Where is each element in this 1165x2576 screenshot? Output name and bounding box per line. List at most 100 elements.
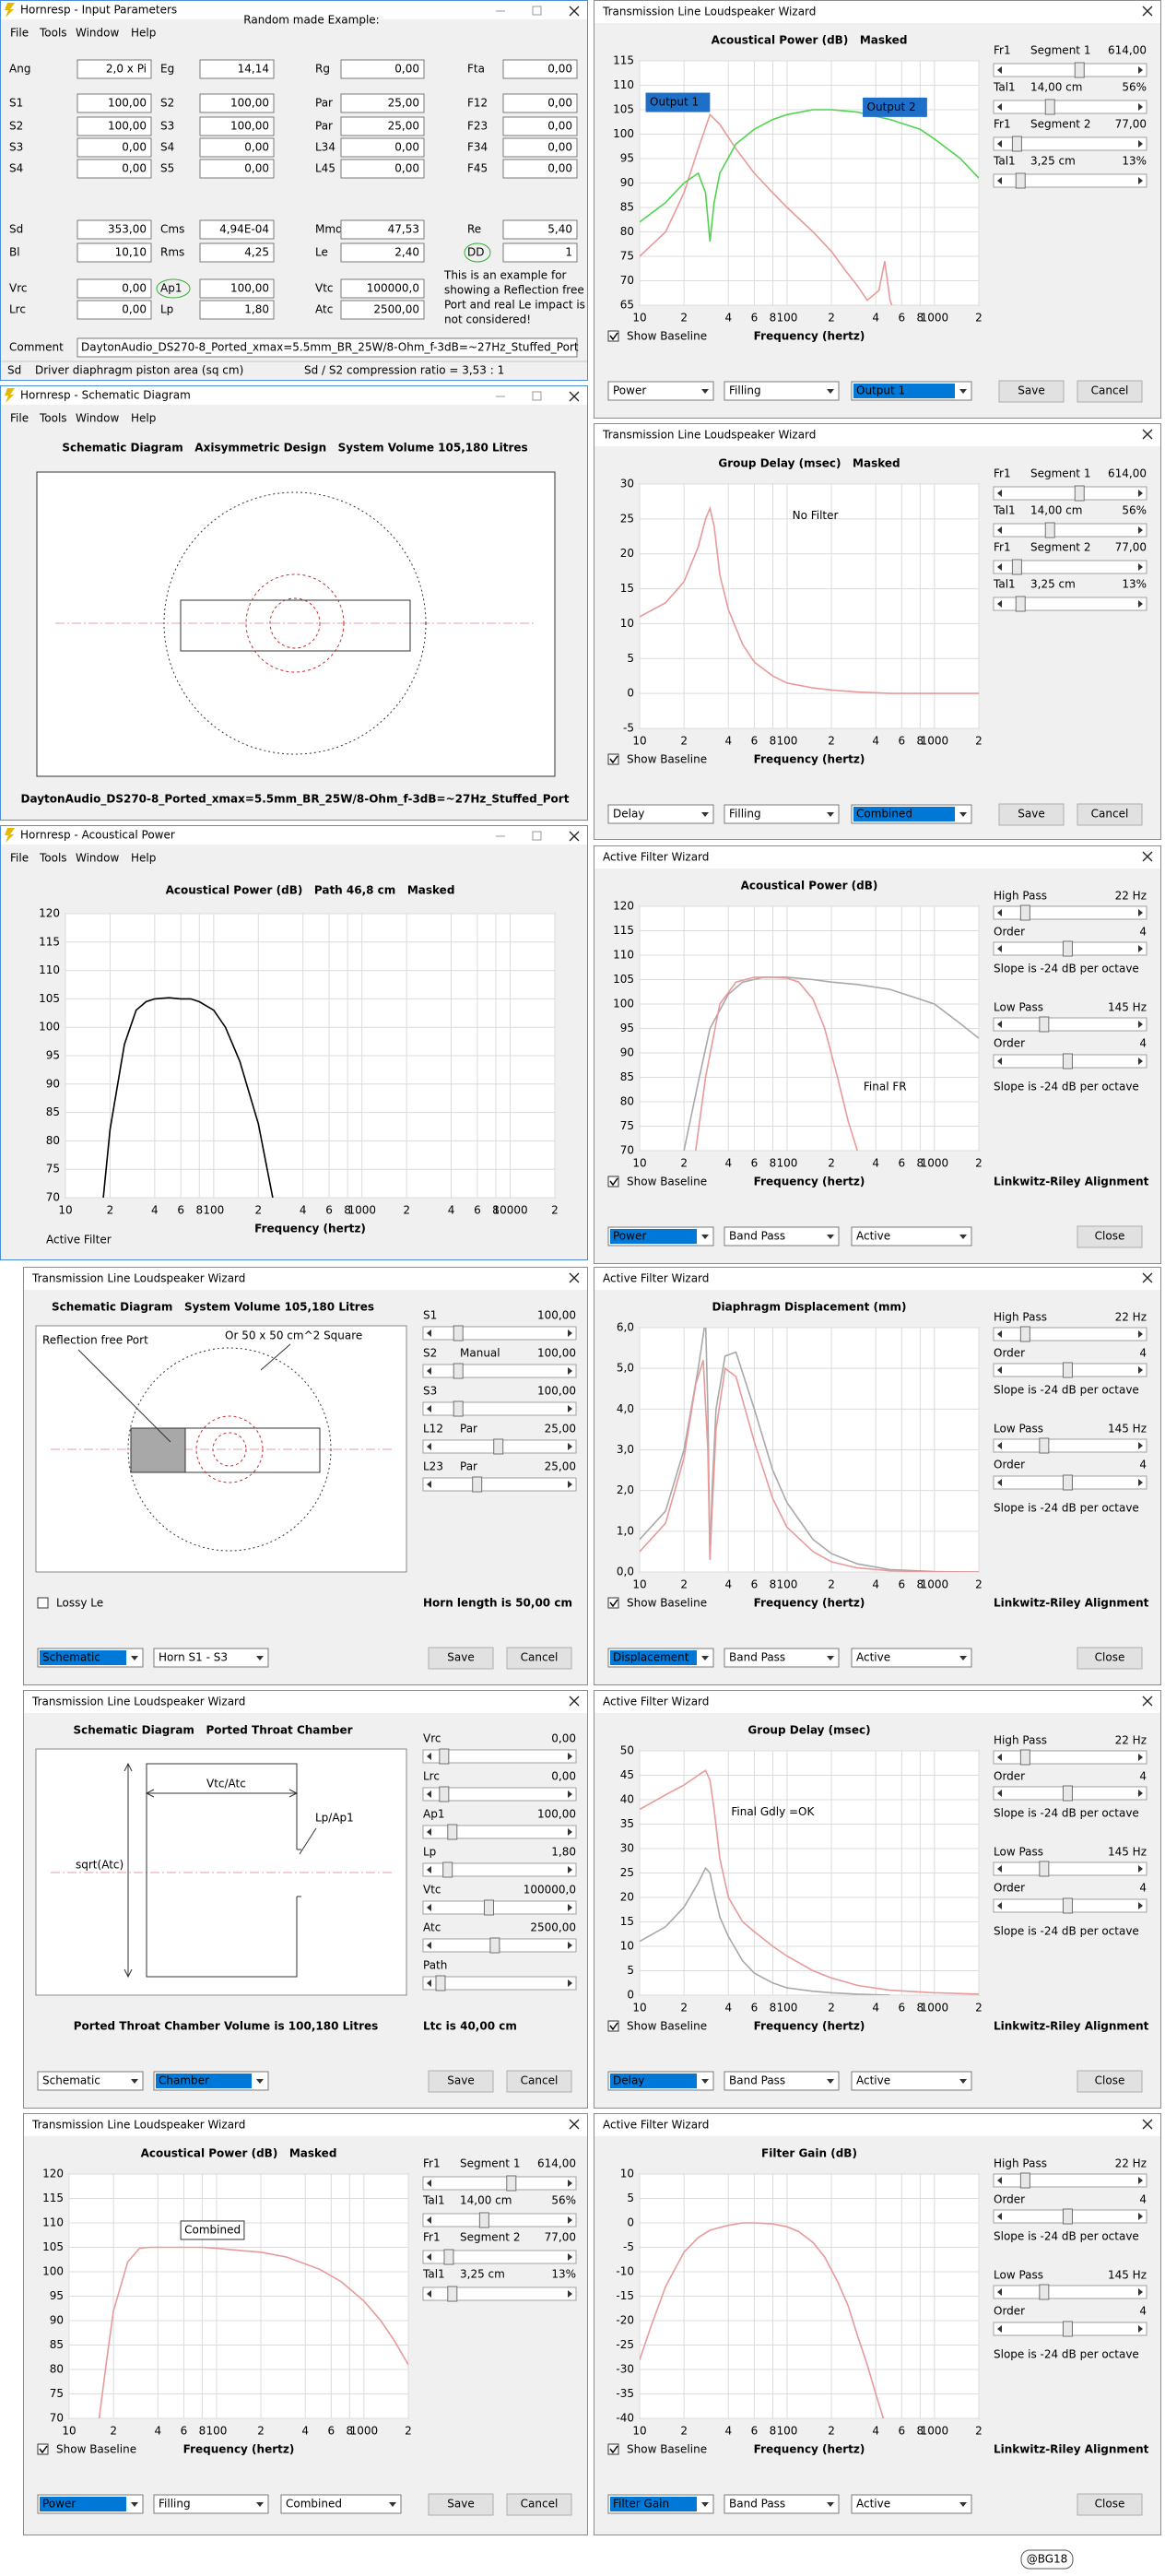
slider-thumb[interactable] (1074, 485, 1085, 502)
field-box[interactable] (199, 300, 275, 320)
dropdown[interactable] (607, 804, 714, 824)
slider-track[interactable] (993, 560, 1147, 574)
slider-track[interactable] (993, 1017, 1147, 1032)
menu-item[interactable]: File (10, 852, 29, 865)
slider-thumb[interactable] (1011, 136, 1022, 152)
button[interactable] (1077, 1647, 1143, 1670)
slider-track[interactable] (993, 136, 1147, 151)
slider-track[interactable] (422, 1401, 577, 1416)
checkbox[interactable] (607, 330, 619, 342)
menu-item[interactable]: Tools (39, 27, 67, 40)
comment-box[interactable] (76, 337, 578, 358)
checkbox[interactable] (607, 753, 619, 765)
field-box[interactable] (340, 116, 425, 136)
field-box[interactable] (502, 59, 578, 79)
slider-thumb[interactable] (1062, 1362, 1073, 1378)
button[interactable] (1077, 2493, 1143, 2516)
field-box[interactable] (199, 116, 275, 136)
slider-thumb[interactable] (1074, 62, 1085, 78)
dropdown[interactable] (724, 2071, 840, 2091)
menu-item[interactable]: Help (131, 412, 156, 425)
field-box[interactable] (502, 93, 578, 113)
slider-thumb[interactable] (453, 1400, 464, 1417)
close-button[interactable] (569, 1696, 580, 1707)
close-button[interactable] (569, 6, 580, 17)
field-box[interactable] (199, 278, 275, 299)
slider-thumb[interactable] (1039, 1016, 1050, 1033)
slider-track[interactable] (993, 2285, 1147, 2299)
button[interactable] (506, 1647, 572, 1670)
slider-track[interactable] (422, 1976, 577, 1991)
slider-thumb[interactable] (447, 2286, 458, 2302)
slider-thumb[interactable] (435, 1975, 446, 1991)
field-box[interactable] (340, 159, 425, 179)
slider-thumb[interactable] (1019, 2172, 1030, 2189)
field-box[interactable] (199, 137, 275, 158)
field-box[interactable] (76, 278, 152, 299)
slider-track[interactable] (993, 63, 1147, 77)
checkbox[interactable] (607, 1176, 619, 1188)
slider-thumb[interactable] (1062, 1053, 1073, 1069)
menu-item[interactable]: Window (76, 852, 120, 865)
checkbox[interactable] (37, 1597, 49, 1609)
field-box[interactable] (502, 116, 578, 136)
field-box[interactable] (76, 159, 152, 179)
close-button[interactable] (1142, 851, 1153, 862)
button[interactable] (1077, 803, 1143, 826)
slider-track[interactable] (993, 905, 1147, 920)
menu-item[interactable]: Tools (39, 852, 67, 865)
field-box[interactable] (76, 116, 152, 136)
slider-thumb[interactable] (1062, 2321, 1073, 2337)
menu-item[interactable]: Tools (39, 412, 67, 425)
maximize-button[interactable] (532, 6, 542, 16)
field-box[interactable] (76, 93, 152, 113)
slider-thumb[interactable] (453, 1325, 464, 1341)
menu-item[interactable]: Window (76, 27, 120, 40)
slider-track[interactable] (422, 2286, 577, 2301)
slider-track[interactable] (422, 1900, 577, 1915)
close-button[interactable] (569, 1272, 580, 1283)
field-box[interactable] (76, 219, 152, 240)
slider-thumb[interactable] (1062, 1785, 1073, 1802)
slider-track[interactable] (993, 1861, 1147, 1876)
slider-thumb[interactable] (472, 1476, 483, 1493)
close-button[interactable] (1142, 1272, 1153, 1283)
checkbox[interactable] (607, 2020, 619, 2032)
field-box[interactable] (340, 219, 425, 240)
slider-thumb[interactable] (1019, 904, 1030, 921)
close-button[interactable] (1142, 2119, 1153, 2130)
slider-track[interactable] (993, 1750, 1147, 1765)
slider-track[interactable] (993, 523, 1147, 538)
slider-thumb[interactable] (1062, 1474, 1073, 1491)
slider-thumb[interactable] (1039, 1861, 1050, 1877)
slider-thumb[interactable] (489, 1937, 500, 1954)
field-box[interactable] (199, 59, 275, 79)
slider-track[interactable] (993, 486, 1147, 501)
field-box[interactable] (502, 242, 578, 263)
slider-thumb[interactable] (1015, 596, 1026, 612)
slider-track[interactable] (422, 2213, 577, 2227)
button[interactable] (1077, 1225, 1143, 1248)
field-box[interactable] (76, 242, 152, 263)
dropdown[interactable] (724, 1648, 840, 1668)
field-box[interactable] (340, 300, 425, 320)
slider-track[interactable] (422, 2250, 577, 2264)
slider-track[interactable] (993, 1327, 1147, 1341)
close-button[interactable] (1142, 429, 1153, 440)
button[interactable] (428, 2493, 494, 2516)
slider-track[interactable] (993, 597, 1147, 611)
button[interactable] (1077, 380, 1143, 403)
field-box[interactable] (199, 242, 275, 263)
close-button[interactable] (569, 391, 580, 402)
field-box[interactable] (340, 278, 425, 299)
field-box[interactable] (340, 59, 425, 79)
slider-track[interactable] (422, 1862, 577, 1877)
slider-thumb[interactable] (439, 1748, 450, 1765)
slider-track[interactable] (993, 173, 1147, 188)
dropdown[interactable] (724, 1226, 840, 1247)
button[interactable] (998, 803, 1065, 826)
close-button[interactable] (1142, 1696, 1153, 1707)
slider-thumb[interactable] (493, 1438, 504, 1455)
dropdown[interactable] (724, 804, 840, 824)
field-box[interactable] (502, 137, 578, 158)
